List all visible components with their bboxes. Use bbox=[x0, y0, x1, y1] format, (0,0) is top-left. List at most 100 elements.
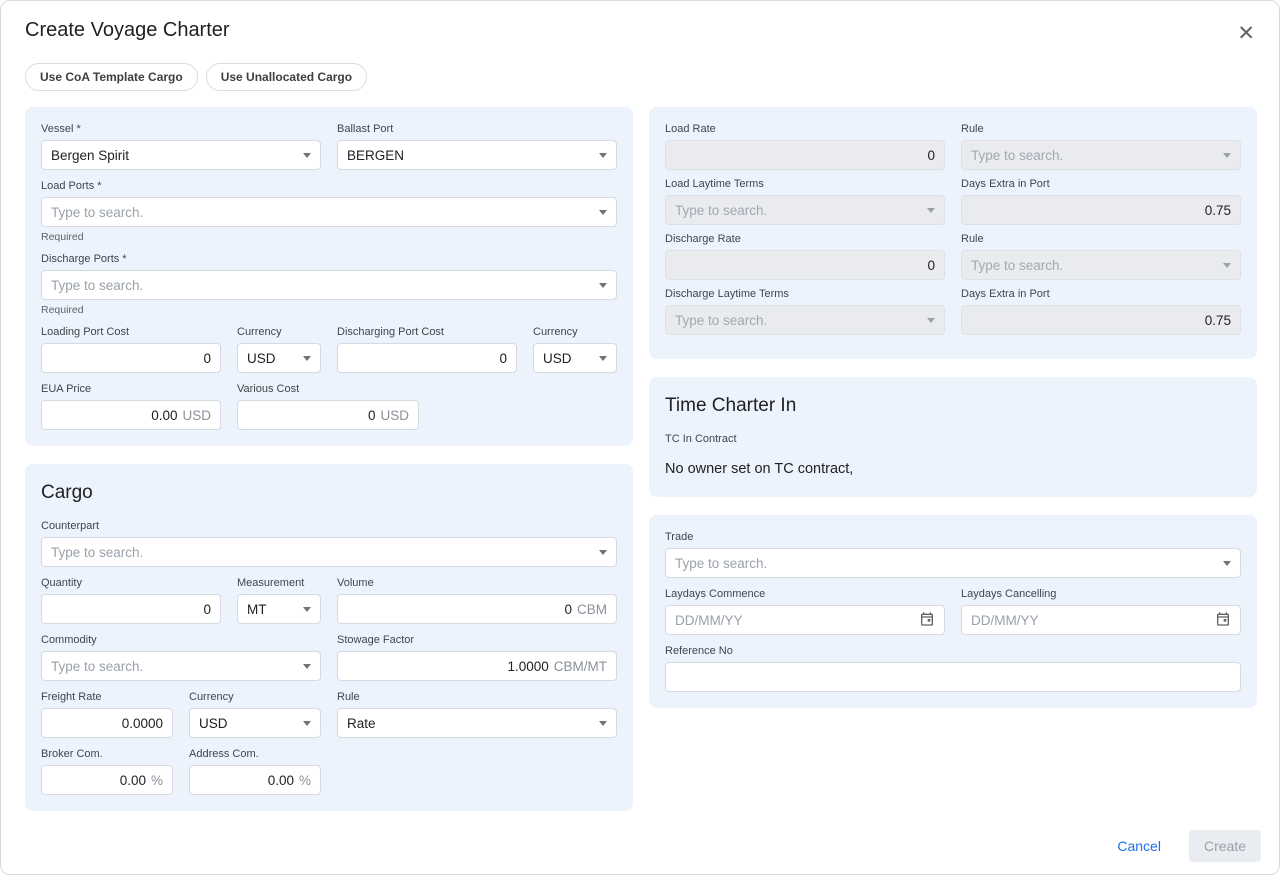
discharging-port-cost-value: 0 bbox=[499, 350, 507, 366]
use-unallocated-cargo-button[interactable]: Use Unallocated Cargo bbox=[205, 63, 368, 91]
currency-label: Currency bbox=[533, 326, 578, 338]
volume-input[interactable]: 0 CBM bbox=[337, 594, 617, 624]
address-com-input[interactable]: 0.00 % bbox=[189, 765, 321, 795]
loading-currency-select[interactable]: USD bbox=[237, 343, 321, 373]
chevron-down-icon bbox=[927, 207, 935, 213]
broker-com-input[interactable]: 0.00 % bbox=[41, 765, 173, 795]
trade-select[interactable]: Type to search. bbox=[665, 548, 1241, 578]
laydays-cancelling-date-input[interactable]: DD/MM/YY bbox=[961, 605, 1241, 635]
chevron-down-icon bbox=[599, 549, 607, 555]
discharging-port-cost-label: Discharging Port Cost bbox=[337, 326, 444, 338]
volume-unit: CBM bbox=[577, 601, 607, 617]
load-rate-value: 0 bbox=[927, 147, 935, 163]
loading-port-cost-label: Loading Port Cost bbox=[41, 326, 130, 338]
dialog-header: Create Voyage Charter ✕ bbox=[1, 1, 1279, 50]
eua-price-value: 0.00 bbox=[151, 407, 178, 423]
laydays-cancelling-placeholder: DD/MM/YY bbox=[971, 612, 1039, 628]
chevron-down-icon bbox=[1223, 152, 1231, 158]
loading-currency-value: USD bbox=[247, 350, 276, 366]
use-coa-template-cargo-button[interactable]: Use CoA Template Cargo bbox=[25, 63, 198, 91]
reference-no-label: Reference No bbox=[665, 645, 733, 657]
chevron-down-icon bbox=[599, 720, 607, 726]
vessel-label: Vessel * bbox=[41, 123, 81, 135]
left-column: Vessel * Bergen Spirit Ballast Port BERG… bbox=[25, 107, 633, 811]
counterpart-label: Counterpart bbox=[41, 520, 100, 532]
freight-rule-select[interactable]: Rate bbox=[337, 708, 617, 738]
address-com-label: Address Com. bbox=[189, 748, 259, 760]
load-ports-required-helper: Required bbox=[41, 231, 84, 243]
measurement-select[interactable]: MT bbox=[237, 594, 321, 624]
discharge-rate-value: 0 bbox=[927, 257, 935, 273]
close-button[interactable]: ✕ bbox=[1229, 17, 1263, 50]
trade-panel: Trade Type to search. Laydays Commence D… bbox=[649, 515, 1257, 708]
load-rule-label: Rule bbox=[961, 123, 984, 135]
laydays-commence-placeholder: DD/MM/YY bbox=[675, 612, 743, 628]
time-charter-in-heading: Time Charter In bbox=[665, 395, 797, 416]
discharge-ports-placeholder: Type to search. bbox=[51, 277, 144, 293]
chevron-down-icon bbox=[303, 606, 311, 612]
various-cost-input[interactable]: 0 USD bbox=[237, 400, 419, 430]
commodity-select[interactable]: Type to search. bbox=[41, 651, 321, 681]
discharging-currency-select[interactable]: USD bbox=[533, 343, 617, 373]
quantity-input[interactable]: 0 bbox=[41, 594, 221, 624]
loading-port-cost-input[interactable]: 0 bbox=[41, 343, 221, 373]
discharge-rate-label: Discharge Rate bbox=[665, 233, 741, 245]
load-laytime-terms-select: Type to search. bbox=[665, 195, 945, 225]
discharge-days-extra-input: 0.75 bbox=[961, 305, 1241, 335]
stowage-factor-input[interactable]: 1.0000 CBM/MT bbox=[337, 651, 617, 681]
trade-placeholder: Type to search. bbox=[675, 555, 768, 571]
laydays-commence-date-input[interactable]: DD/MM/YY bbox=[665, 605, 945, 635]
measurement-label: Measurement bbox=[237, 577, 305, 589]
address-com-value: 0.00 bbox=[267, 772, 294, 788]
loading-port-cost-value: 0 bbox=[203, 350, 211, 366]
chevron-down-icon bbox=[303, 355, 311, 361]
load-rule-placeholder: Type to search. bbox=[971, 147, 1064, 163]
page-title: Create Voyage Charter bbox=[25, 19, 230, 41]
cancel-button[interactable]: Cancel bbox=[1103, 830, 1175, 862]
various-cost-value: 0 bbox=[367, 407, 376, 423]
discharge-rule-label: Rule bbox=[961, 233, 984, 245]
chevron-down-icon bbox=[303, 152, 311, 158]
rates-panel: Load Rate 0 Rule Type to search. bbox=[649, 107, 1257, 359]
discharge-ports-label: Discharge Ports * bbox=[41, 253, 127, 265]
stowage-factor-value: 1.0000 bbox=[507, 658, 549, 674]
broker-com-value: 0.00 bbox=[119, 772, 146, 788]
load-ports-select[interactable]: Type to search. bbox=[41, 197, 617, 227]
counterpart-select[interactable]: Type to search. bbox=[41, 537, 617, 567]
chevron-down-icon bbox=[599, 152, 607, 158]
load-days-extra-input: 0.75 bbox=[961, 195, 1241, 225]
right-column: Load Rate 0 Rule Type to search. bbox=[649, 107, 1257, 708]
laydays-cancelling-label: Laydays Cancelling bbox=[961, 588, 1057, 600]
cargo-heading: Cargo bbox=[41, 482, 93, 503]
discharge-rule-select: Type to search. bbox=[961, 250, 1241, 280]
chevron-down-icon bbox=[599, 209, 607, 215]
load-laytime-terms-placeholder: Type to search. bbox=[675, 202, 768, 218]
freight-rate-label: Freight Rate bbox=[41, 691, 102, 703]
quantity-label: Quantity bbox=[41, 577, 82, 589]
freight-rate-input[interactable]: 0.0000 bbox=[41, 708, 173, 738]
discharging-port-cost-input[interactable]: 0 bbox=[337, 343, 517, 373]
chevron-down-icon bbox=[303, 720, 311, 726]
commodity-placeholder: Type to search. bbox=[51, 658, 144, 674]
load-rate-label: Load Rate bbox=[665, 123, 716, 135]
load-rate-input: 0 bbox=[665, 140, 945, 170]
freight-currency-select[interactable]: USD bbox=[189, 708, 321, 738]
reference-no-input[interactable] bbox=[665, 662, 1241, 692]
calendar-icon bbox=[919, 611, 935, 630]
discharge-laytime-terms-label: Discharge Laytime Terms bbox=[665, 288, 789, 300]
chevron-down-icon bbox=[1223, 262, 1231, 268]
discharge-ports-select[interactable]: Type to search. bbox=[41, 270, 617, 300]
measurement-value: MT bbox=[247, 601, 267, 617]
vessel-select[interactable]: Bergen Spirit bbox=[41, 140, 321, 170]
rule-label: Rule bbox=[337, 691, 360, 703]
discharge-days-extra-value: 0.75 bbox=[1204, 312, 1231, 328]
eua-price-label: EUA Price bbox=[41, 383, 92, 395]
discharge-ports-required-helper: Required bbox=[41, 304, 84, 316]
ballast-port-select[interactable]: BERGEN bbox=[337, 140, 617, 170]
load-ports-label: Load Ports * bbox=[41, 180, 102, 192]
discharge-rate-input: 0 bbox=[665, 250, 945, 280]
eua-price-input[interactable]: 0.00 USD bbox=[41, 400, 221, 430]
create-button[interactable]: Create bbox=[1188, 830, 1261, 862]
voyage-details-panel: Vessel * Bergen Spirit Ballast Port BERG… bbox=[25, 107, 633, 446]
